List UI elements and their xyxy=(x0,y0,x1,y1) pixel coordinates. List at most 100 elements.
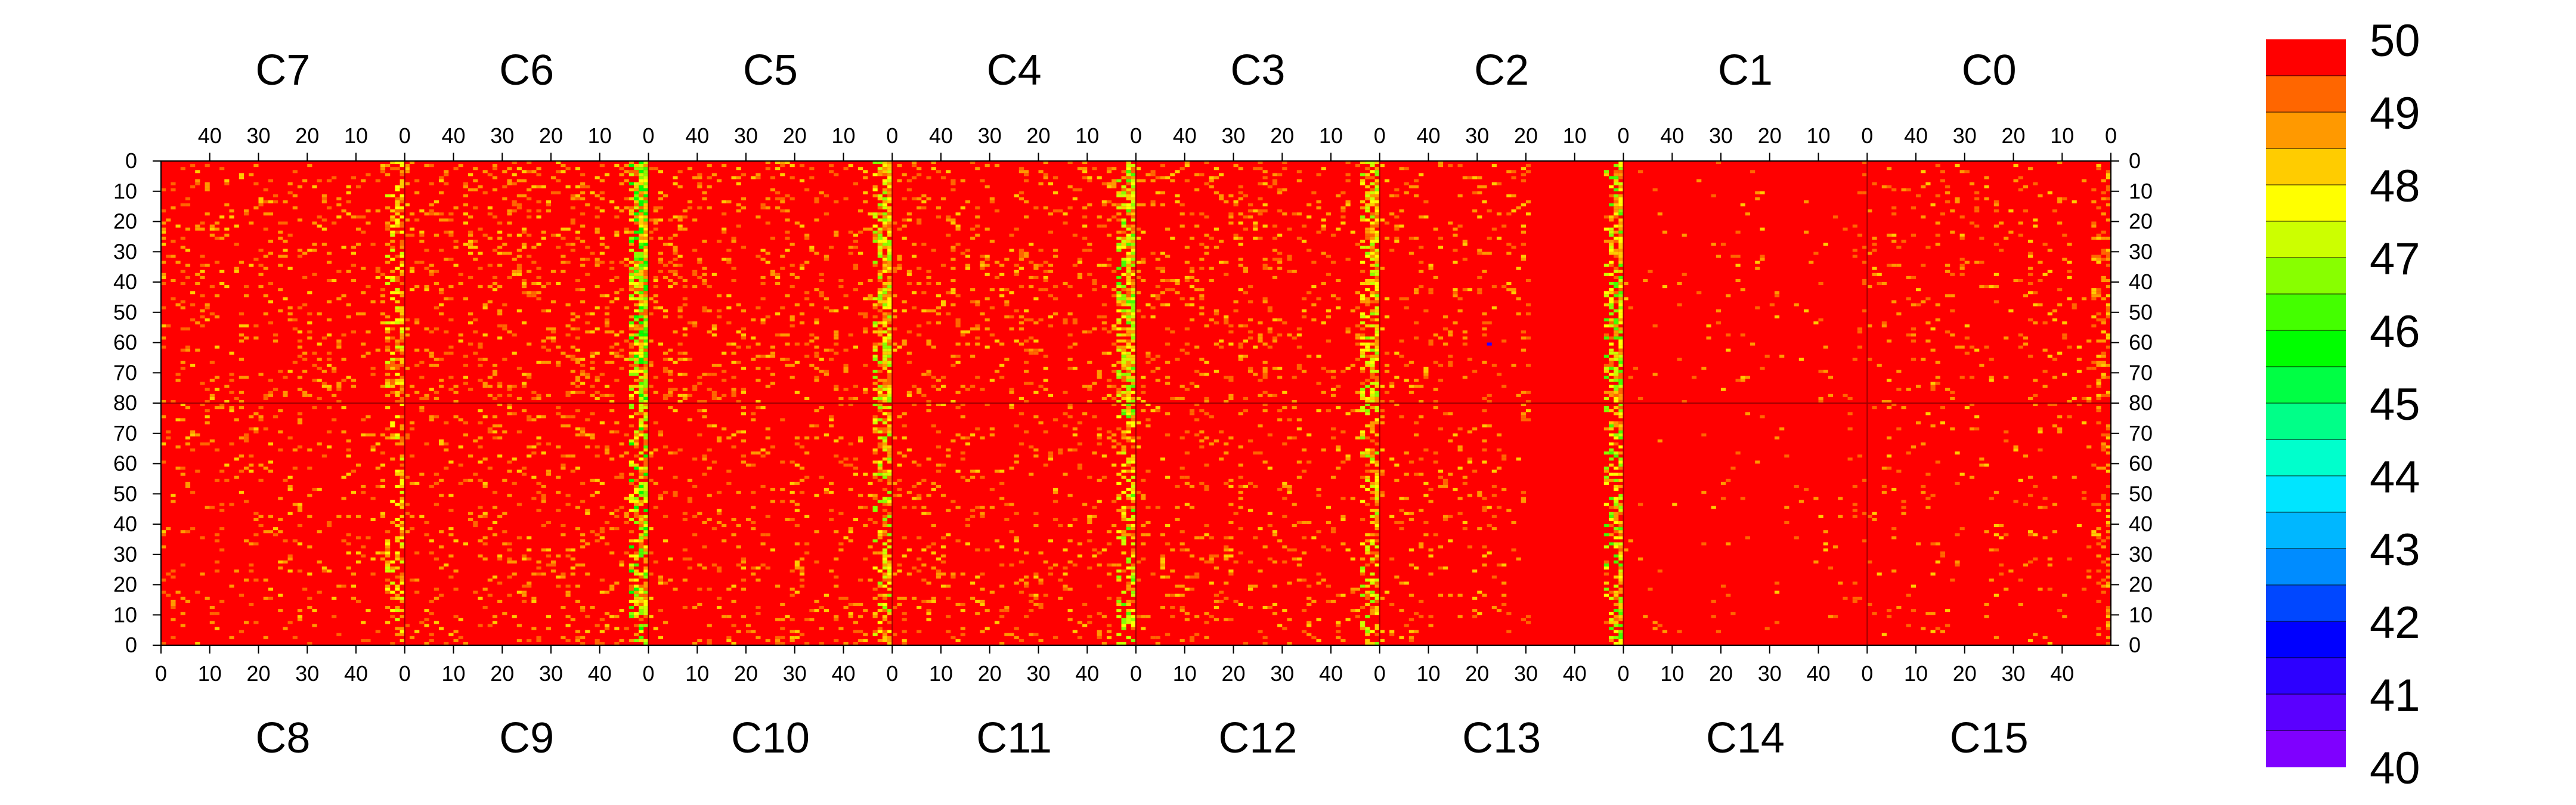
heatmap-cell xyxy=(2038,194,2043,197)
heatmap-cell xyxy=(1345,200,1351,204)
heatmap-cell xyxy=(219,236,225,240)
heatmap-cell xyxy=(575,527,581,531)
heatmap-cell xyxy=(2101,376,2106,379)
heatmap-cell xyxy=(2072,303,2077,306)
heatmap-cell xyxy=(395,203,400,207)
heatmap-cell xyxy=(253,518,259,521)
heatmap-cell xyxy=(1764,354,1770,358)
heatmap-cell xyxy=(1618,388,1624,391)
heatmap-cell xyxy=(1618,288,1624,292)
heatmap-cell xyxy=(1453,321,1458,325)
heatmap-cell xyxy=(1179,167,1185,171)
heatmap-cell xyxy=(565,354,571,358)
heatmap-cell xyxy=(1067,285,1073,289)
heatmap-cell xyxy=(385,282,391,286)
heatmap-cell xyxy=(283,376,288,379)
heatmap-cell xyxy=(361,545,366,549)
heatmap-cell xyxy=(190,364,196,367)
heatmap-cell xyxy=(321,385,327,388)
heatmap-cell xyxy=(1618,342,1624,346)
heatmap-cell xyxy=(2106,303,2111,306)
heatmap-cell xyxy=(395,433,400,436)
heatmap-cell xyxy=(1365,191,1370,194)
heatmap-cell xyxy=(1603,170,1609,174)
heatmap-cell xyxy=(950,221,956,225)
heatmap-cell xyxy=(395,469,400,473)
heatmap-cell xyxy=(614,527,620,531)
heatmap-cell xyxy=(643,173,649,177)
heatmap-cell xyxy=(2004,236,2009,240)
heatmap-cell xyxy=(716,309,722,312)
heatmap-cell xyxy=(370,497,376,500)
heatmap-cell xyxy=(1638,170,1643,174)
heatmap-cell xyxy=(668,285,673,289)
heatmap-cell xyxy=(1106,200,1112,204)
heatmap-cell xyxy=(297,339,303,343)
heatmap-cell xyxy=(570,469,575,473)
heatmap-cell xyxy=(541,494,546,497)
heatmap-cell xyxy=(639,421,644,425)
heatmap-cell xyxy=(1911,233,1916,237)
heatmap-cell xyxy=(887,357,893,361)
heatmap-cell xyxy=(1131,167,1137,171)
heatmap-cell xyxy=(639,206,644,210)
heatmap-cell xyxy=(487,593,493,597)
heatmap-cell xyxy=(643,351,649,355)
heatmap-cell xyxy=(1306,354,1312,358)
heatmap-cell xyxy=(332,394,337,397)
heatmap-cell xyxy=(858,209,863,213)
heatmap-cell xyxy=(1916,194,1921,197)
heatmap-cell xyxy=(599,536,605,540)
heatmap-cell xyxy=(1618,285,1624,289)
heatmap-cell xyxy=(283,560,288,564)
heatmap-cell xyxy=(317,442,322,446)
heatmap-cell xyxy=(639,161,644,165)
heatmap-cell xyxy=(400,221,405,225)
heatmap-cell xyxy=(628,288,634,292)
heatmap-cell xyxy=(1360,388,1366,391)
heatmap-cell xyxy=(643,572,649,576)
heatmap-cell xyxy=(1614,294,1619,298)
heatmap-cell xyxy=(1189,275,1195,279)
heatmap-cell xyxy=(633,539,639,543)
heatmap-cell xyxy=(1365,342,1370,346)
heatmap-cell xyxy=(536,297,541,301)
heatmap-cell xyxy=(1365,360,1370,364)
heatmap-cell xyxy=(487,466,493,470)
heatmap-cell xyxy=(1374,297,1380,301)
heatmap-cell xyxy=(1477,185,1482,188)
heatmap-cell xyxy=(789,376,795,379)
heatmap-cell xyxy=(624,179,629,182)
heatmap-cell xyxy=(1175,282,1180,286)
heatmap-cell xyxy=(400,454,405,458)
heatmap-cell xyxy=(882,318,888,321)
heatmap-cell xyxy=(287,475,293,479)
heatmap-cell xyxy=(1253,373,1258,376)
heatmap-cell xyxy=(1145,303,1151,306)
heatmap-cell xyxy=(400,436,405,439)
heatmap-cell xyxy=(512,457,517,461)
heatmap-cell xyxy=(980,312,985,315)
heatmap-cell xyxy=(887,197,893,200)
heatmap-cell xyxy=(639,348,644,352)
heatmap-cell xyxy=(1433,275,1438,279)
heatmap-cell xyxy=(556,509,561,512)
heatmap-cell xyxy=(434,233,439,237)
heatmap-cell xyxy=(346,270,351,273)
heatmap-cell xyxy=(1614,367,1619,370)
heatmap-cell xyxy=(356,312,361,315)
heatmap-cell xyxy=(1053,285,1058,289)
heatmap-cell xyxy=(287,485,293,488)
heatmap-cell xyxy=(531,497,537,500)
heatmap-cell xyxy=(390,569,395,573)
heatmap-cell xyxy=(1477,275,1482,279)
heatmap-cell xyxy=(599,294,605,298)
heatmap-cell xyxy=(565,584,571,588)
heatmap-cell xyxy=(468,342,473,346)
heatmap-cell xyxy=(453,615,459,618)
heatmap-cell xyxy=(887,330,893,334)
heatmap-cell xyxy=(1248,203,1253,207)
heatmap-cell xyxy=(278,448,283,452)
heatmap-cell xyxy=(595,639,600,642)
heatmap-cell xyxy=(1136,291,1141,295)
